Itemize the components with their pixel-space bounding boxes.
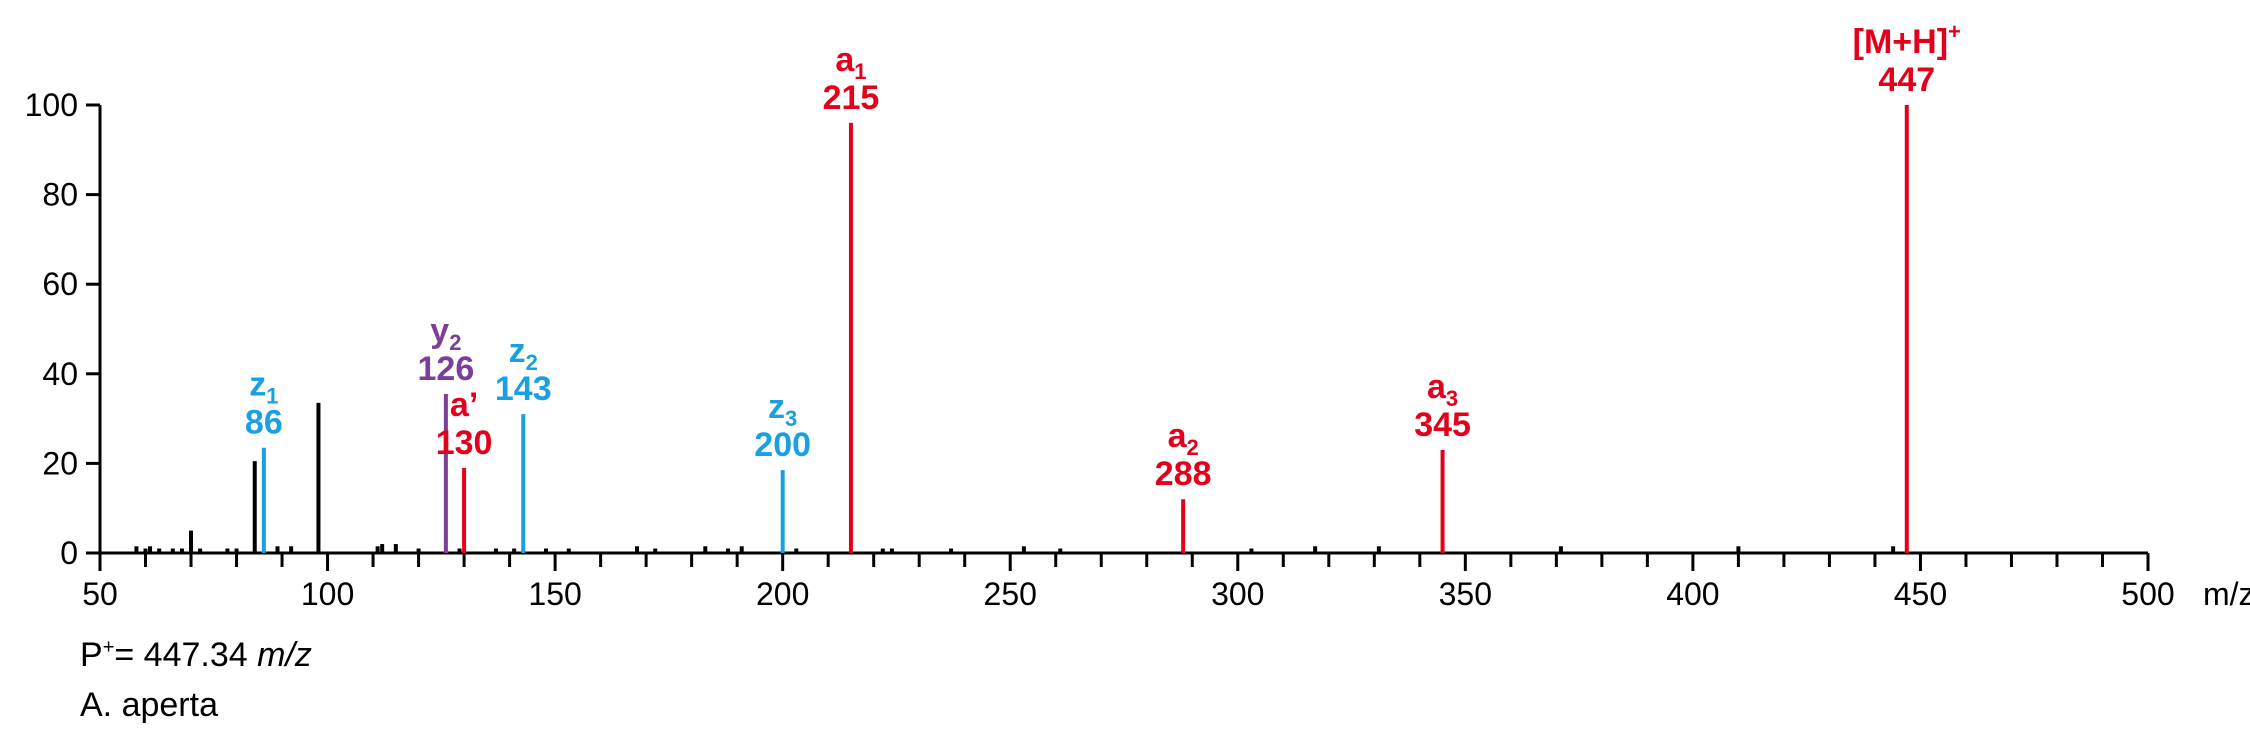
precursor-charge: + — [102, 636, 115, 659]
peak-ion-label: z1 — [249, 366, 278, 409]
peak-mz-label: 345 — [1414, 406, 1471, 444]
x-tick-label: 200 — [756, 576, 809, 612]
peaks — [134, 105, 1909, 553]
peak-mz-label: 200 — [754, 426, 811, 464]
precursor-prefix: P — [80, 636, 103, 674]
peak-ion-label: z2 — [509, 332, 538, 375]
y-tick-label: 40 — [42, 356, 78, 392]
peak-mz-label: 86 — [245, 404, 283, 442]
species-name: A. aperta — [80, 686, 218, 724]
y-tick-label: 100 — [25, 87, 78, 123]
ms-spectrum-chart: 0 20 40 60 80 100 50 100 150 200 250 300 350 400 450 50… — [25, 19, 2250, 612]
peak-ion-label: [M+H]+ — [1853, 19, 1961, 61]
precursor-info: P+= 447.34 m/z — [80, 636, 312, 675]
peak-mz-label: 215 — [823, 79, 880, 117]
x-tick-label: 300 — [1211, 576, 1264, 612]
x-tick-label: 250 — [984, 576, 1037, 612]
x-tick-label: 400 — [1666, 576, 1719, 612]
y-tick-label: 20 — [42, 445, 78, 481]
x-tick-label: 500 — [2121, 576, 2174, 612]
precursor-value: = 447.34 — [114, 636, 258, 674]
x-tick-label: 100 — [301, 576, 354, 612]
peak-mz-label: 288 — [1155, 455, 1212, 493]
peak-ion-label: a3 — [1427, 368, 1458, 411]
peak-ion-label: a’ — [450, 386, 478, 424]
peak-ion-label: a2 — [1168, 417, 1199, 460]
peak-ion-label: y2 — [430, 312, 461, 355]
x-tick-label: 150 — [528, 576, 581, 612]
x-tick-label: 450 — [1894, 576, 1947, 612]
y-tick-label: 60 — [42, 266, 78, 302]
peak-mz-label: 130 — [436, 424, 493, 462]
peak-mz-label: 126 — [418, 350, 475, 388]
y-tick-label: 0 — [60, 535, 78, 571]
x-tick-label: 50 — [82, 576, 118, 612]
x-tick-label: 350 — [1439, 576, 1492, 612]
peak-mz-label: 447 — [1878, 61, 1935, 99]
x-axis-label: m/z — [2203, 576, 2250, 612]
y-tick-label: 80 — [42, 177, 78, 213]
peak-ion-label: z3 — [768, 388, 797, 431]
peak-mz-label: 143 — [495, 370, 552, 408]
precursor-unit: m/z — [257, 636, 312, 674]
peak-ion-label: a1 — [835, 41, 866, 84]
axes: 0 20 40 60 80 100 50 100 150 200 250 300 350 400 450 50… — [25, 87, 2250, 612]
